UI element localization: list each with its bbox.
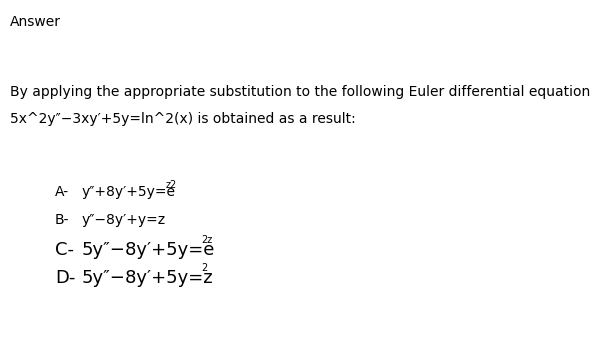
- Text: 2: 2: [201, 263, 207, 273]
- Text: Answer: Answer: [10, 15, 61, 29]
- Text: 5y″−8y′+5y=z: 5y″−8y′+5y=z: [82, 269, 214, 287]
- Text: 2z: 2z: [201, 235, 213, 245]
- Text: B-: B-: [55, 213, 70, 227]
- Text: By applying the appropriate substitution to the following Euler differential equ: By applying the appropriate substitution…: [10, 85, 590, 99]
- Text: z2: z2: [166, 180, 177, 190]
- Text: C-: C-: [55, 241, 74, 259]
- Text: y″+8y′+5y=e: y″+8y′+5y=e: [82, 185, 176, 199]
- Text: 5x^2y″−3xy′+5y=ln^2(x) is obtained as a result:: 5x^2y″−3xy′+5y=ln^2(x) is obtained as a …: [10, 112, 356, 126]
- Text: 5y″−8y′+5y=e: 5y″−8y′+5y=e: [82, 241, 215, 259]
- Text: A-: A-: [55, 185, 69, 199]
- Text: y″−8y′+y=z: y″−8y′+y=z: [82, 213, 166, 227]
- Text: D-: D-: [55, 269, 75, 287]
